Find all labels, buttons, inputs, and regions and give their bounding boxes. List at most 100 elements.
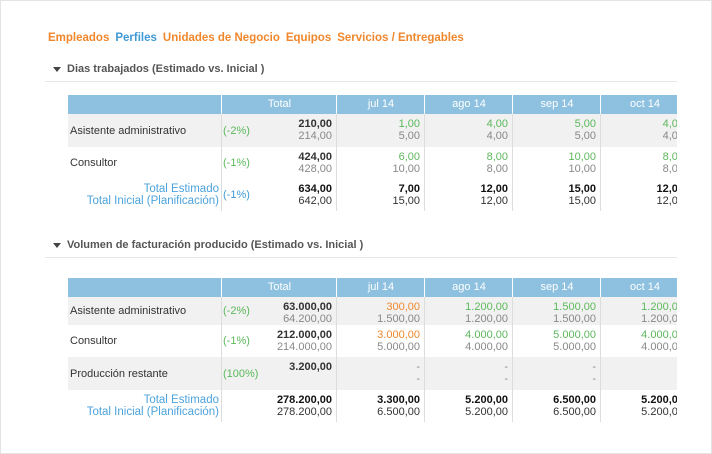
cell-border: [600, 114, 601, 147]
estimated-value: 210,00: [298, 118, 332, 130]
estimated-value: 212.000,00: [276, 329, 332, 341]
header-cell: Total: [221, 95, 337, 114]
cell-border: [512, 114, 513, 147]
total-estimated-label: Total Estimado: [143, 394, 219, 406]
variation: (-2%): [223, 305, 250, 317]
table-row: [68, 147, 677, 180]
tab-bar: Empleados Perfiles Unidades de Negocio Equi…: [48, 32, 470, 44]
table-row: [68, 114, 677, 148]
header-cell: oct 14: [600, 278, 677, 297]
initial-value: -: [592, 373, 596, 385]
header-cell: oct 14: [600, 95, 677, 114]
variation: (-1%): [223, 157, 250, 169]
collapse-arrow[interactable]: [53, 67, 61, 72]
initial-value: 1.500,00: [377, 313, 420, 325]
header-cell: sep 14: [512, 95, 601, 114]
total-row: [68, 390, 677, 422]
initial-value: 5.200,00: [641, 406, 677, 418]
cell-border: [221, 390, 222, 422]
cell-border: [221, 179, 222, 211]
estimated-value: 8,00: [662, 151, 677, 163]
estimated-value: 12,00: [656, 183, 677, 195]
variation: (-2%): [223, 124, 250, 137]
header-cell: jul 14: [336, 95, 425, 114]
estimated-value: 4,00: [486, 118, 508, 130]
cell-border: [221, 147, 222, 179]
estimated-value: -: [504, 361, 508, 373]
initial-value: 10,00: [568, 163, 596, 175]
estimated-value: 1.200,00: [641, 301, 677, 313]
row-label: Asistente administrativo: [70, 305, 187, 317]
cell-border: [512, 179, 513, 211]
tab[interactable]: Equipos: [285, 32, 332, 44]
tab[interactable]: Servicios / Entregables: [337, 32, 464, 44]
cell-border: [600, 297, 601, 325]
cell-border: [512, 297, 513, 325]
table-row: [68, 357, 677, 391]
cell-border: [424, 357, 425, 390]
estimated-value: 8,00: [486, 151, 508, 163]
cell-border: [221, 357, 222, 390]
initial-value: 4.000,00: [465, 341, 508, 353]
cell-border: [424, 114, 425, 147]
estimated-value: 12,00: [480, 183, 508, 195]
initial-value: 214.000,00: [276, 341, 332, 353]
total-initial-label: Total Inicial (Planificación): [86, 195, 219, 207]
initial-value: 428,00: [298, 163, 332, 175]
cell-border: [512, 147, 513, 179]
header-cell: ago 14: [424, 278, 513, 297]
estimated-value: 5.000,00: [553, 329, 596, 341]
estimated-value: 278.200,00: [276, 394, 332, 406]
header-cell: Total: [221, 278, 337, 297]
estimated-value: -: [416, 361, 420, 373]
initial-value: 278.200,00: [276, 406, 332, 418]
initial-value: -: [416, 373, 420, 385]
initial-value: 15,00: [392, 195, 420, 207]
estimated-value: 634,00: [298, 183, 332, 195]
cell-border: [600, 390, 601, 422]
tab[interactable]: Perfiles: [115, 32, 157, 44]
table: Total jul 14 ago 14 sep 14 oct 14 Asistente a…: [68, 278, 677, 423]
initial-value: 1.200,00: [465, 313, 508, 325]
section-title: Dias trabajados (Estimado vs. Inicial ): [67, 63, 265, 75]
tab[interactable]: Unidades de Negocio: [162, 32, 280, 44]
cell-border: [221, 297, 222, 325]
cell-border: [336, 325, 337, 357]
tab[interactable]: Empleados: [48, 32, 110, 44]
cell-border: [424, 390, 425, 422]
estimated-value: 4.000,00: [641, 329, 677, 341]
estimated-value: 4.000,00: [465, 329, 508, 341]
initial-value: 10,00: [392, 163, 420, 175]
initial-value: 12,00: [656, 195, 677, 207]
cell-border: [336, 390, 337, 422]
table: Total jul 14 ago 14 sep 14 oct 14 Asistente a…: [68, 95, 677, 212]
cell-border: [424, 297, 425, 325]
initial-value: 4.000,00: [641, 341, 677, 353]
variation: (100%): [223, 367, 259, 380]
row-label: Consultor: [70, 157, 118, 169]
initial-value: 214,00: [298, 130, 332, 142]
total-estimated-label: Total Estimado: [143, 183, 219, 195]
estimated-value: 15,00: [568, 183, 596, 195]
estimated-value: 5,00: [574, 118, 596, 130]
collapse-arrow[interactable]: [53, 243, 61, 248]
variation: (-1%): [223, 335, 250, 347]
cell-border: [512, 357, 513, 390]
cell-border: [336, 357, 337, 390]
cell-border: [600, 179, 601, 211]
initial-value: 5.200,00: [465, 406, 508, 418]
estimated-value: 1.500,00: [553, 301, 596, 313]
cell-border: [424, 325, 425, 357]
cell-border: [600, 147, 601, 179]
cell-border: [424, 179, 425, 211]
estimated-value: 63.000,00: [283, 301, 332, 313]
cell-border: [221, 114, 222, 147]
initial-value: 64.200,00: [283, 313, 332, 325]
initial-value: 5,00: [574, 130, 596, 142]
initial-value: 5.000,00: [553, 341, 596, 353]
estimated-value: 1.200,00: [465, 301, 508, 313]
initial-value: 12,00: [480, 195, 508, 207]
estimated-value: 300,00: [386, 301, 420, 313]
cell-border: [512, 325, 513, 357]
